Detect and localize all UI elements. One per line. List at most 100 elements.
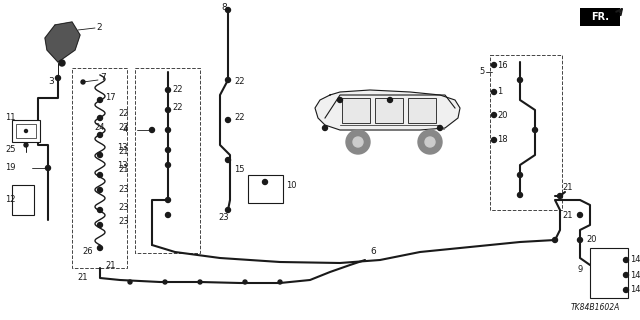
Circle shape [59, 60, 65, 66]
Circle shape [278, 280, 282, 284]
Bar [12, 120, 40, 142]
Circle shape [577, 212, 582, 218]
Text: 22: 22 [234, 114, 244, 123]
Text: 2: 2 [96, 23, 102, 33]
Circle shape [166, 163, 170, 167]
Bar [248, 175, 283, 203]
Circle shape [577, 237, 582, 243]
Text: 24: 24 [94, 124, 104, 132]
Text: 3: 3 [48, 77, 54, 86]
Bar [342, 98, 370, 123]
Bar [408, 98, 436, 123]
Circle shape [166, 127, 170, 132]
Text: 22: 22 [234, 77, 244, 86]
Circle shape [97, 245, 102, 251]
Text: 12: 12 [5, 196, 15, 204]
Circle shape [166, 197, 170, 203]
Circle shape [387, 98, 392, 102]
Text: 13: 13 [117, 143, 128, 153]
Text: 8: 8 [221, 3, 227, 12]
Circle shape [198, 280, 202, 284]
Circle shape [45, 165, 51, 171]
Circle shape [166, 108, 170, 113]
Circle shape [532, 127, 538, 132]
Bar [580, 8, 620, 26]
Circle shape [166, 87, 170, 92]
Circle shape [150, 127, 154, 132]
Circle shape [418, 130, 442, 154]
Circle shape [438, 125, 442, 131]
Circle shape [225, 207, 230, 212]
Circle shape [81, 80, 85, 84]
Text: 21: 21 [105, 260, 115, 269]
Circle shape [492, 62, 497, 68]
Circle shape [492, 138, 497, 142]
Text: 22: 22 [118, 124, 129, 132]
Polygon shape [45, 22, 80, 62]
Text: 9: 9 [578, 266, 583, 275]
Text: 18: 18 [497, 135, 508, 145]
Polygon shape [315, 90, 460, 130]
Bar [16, 124, 36, 138]
Circle shape [425, 137, 435, 147]
Circle shape [323, 125, 328, 131]
Circle shape [518, 77, 522, 83]
Text: 17: 17 [105, 93, 116, 102]
Text: 26: 26 [82, 247, 93, 257]
Circle shape [24, 143, 28, 147]
Circle shape [97, 207, 102, 212]
Text: 14: 14 [630, 270, 640, 279]
Text: 25: 25 [5, 146, 15, 155]
Text: 7: 7 [100, 74, 106, 83]
Bar [12, 185, 34, 215]
Text: 23: 23 [118, 218, 129, 227]
Circle shape [225, 7, 230, 12]
Circle shape [97, 172, 102, 178]
Circle shape [518, 193, 522, 197]
Text: 20: 20 [586, 236, 596, 244]
Circle shape [97, 153, 102, 157]
Bar [72, 68, 127, 268]
Circle shape [623, 258, 628, 262]
Text: 20: 20 [497, 110, 508, 119]
Text: 21: 21 [562, 211, 573, 220]
Circle shape [163, 280, 167, 284]
Circle shape [337, 98, 342, 102]
Circle shape [492, 90, 497, 94]
Circle shape [353, 137, 363, 147]
Text: 16: 16 [497, 60, 508, 69]
Text: 14: 14 [630, 285, 640, 294]
Text: 23: 23 [118, 203, 129, 212]
Text: 5: 5 [480, 68, 485, 76]
Text: 23: 23 [118, 186, 129, 195]
Text: 14: 14 [630, 255, 640, 265]
Circle shape [97, 188, 102, 193]
Circle shape [225, 157, 230, 163]
Text: 22: 22 [172, 103, 182, 113]
Text: 23: 23 [218, 213, 228, 222]
Bar [135, 68, 200, 253]
Circle shape [97, 132, 102, 138]
Circle shape [225, 117, 230, 123]
Circle shape [557, 194, 563, 198]
Text: 10: 10 [286, 180, 296, 189]
Circle shape [623, 287, 628, 292]
Text: 4: 4 [123, 125, 128, 134]
Text: 21: 21 [118, 148, 129, 156]
Circle shape [243, 280, 247, 284]
Circle shape [552, 237, 557, 243]
Text: TK84B1602A: TK84B1602A [571, 303, 620, 312]
Circle shape [623, 273, 628, 277]
Text: 1: 1 [497, 87, 502, 97]
Text: FR.: FR. [591, 12, 609, 22]
Circle shape [225, 77, 230, 83]
Circle shape [346, 130, 370, 154]
Text: 21: 21 [77, 274, 88, 283]
Circle shape [492, 113, 497, 117]
Text: 22: 22 [118, 108, 129, 117]
Circle shape [128, 280, 132, 284]
Text: 19: 19 [5, 164, 15, 172]
Circle shape [97, 98, 102, 102]
Circle shape [166, 212, 170, 218]
Text: 21: 21 [562, 183, 573, 193]
